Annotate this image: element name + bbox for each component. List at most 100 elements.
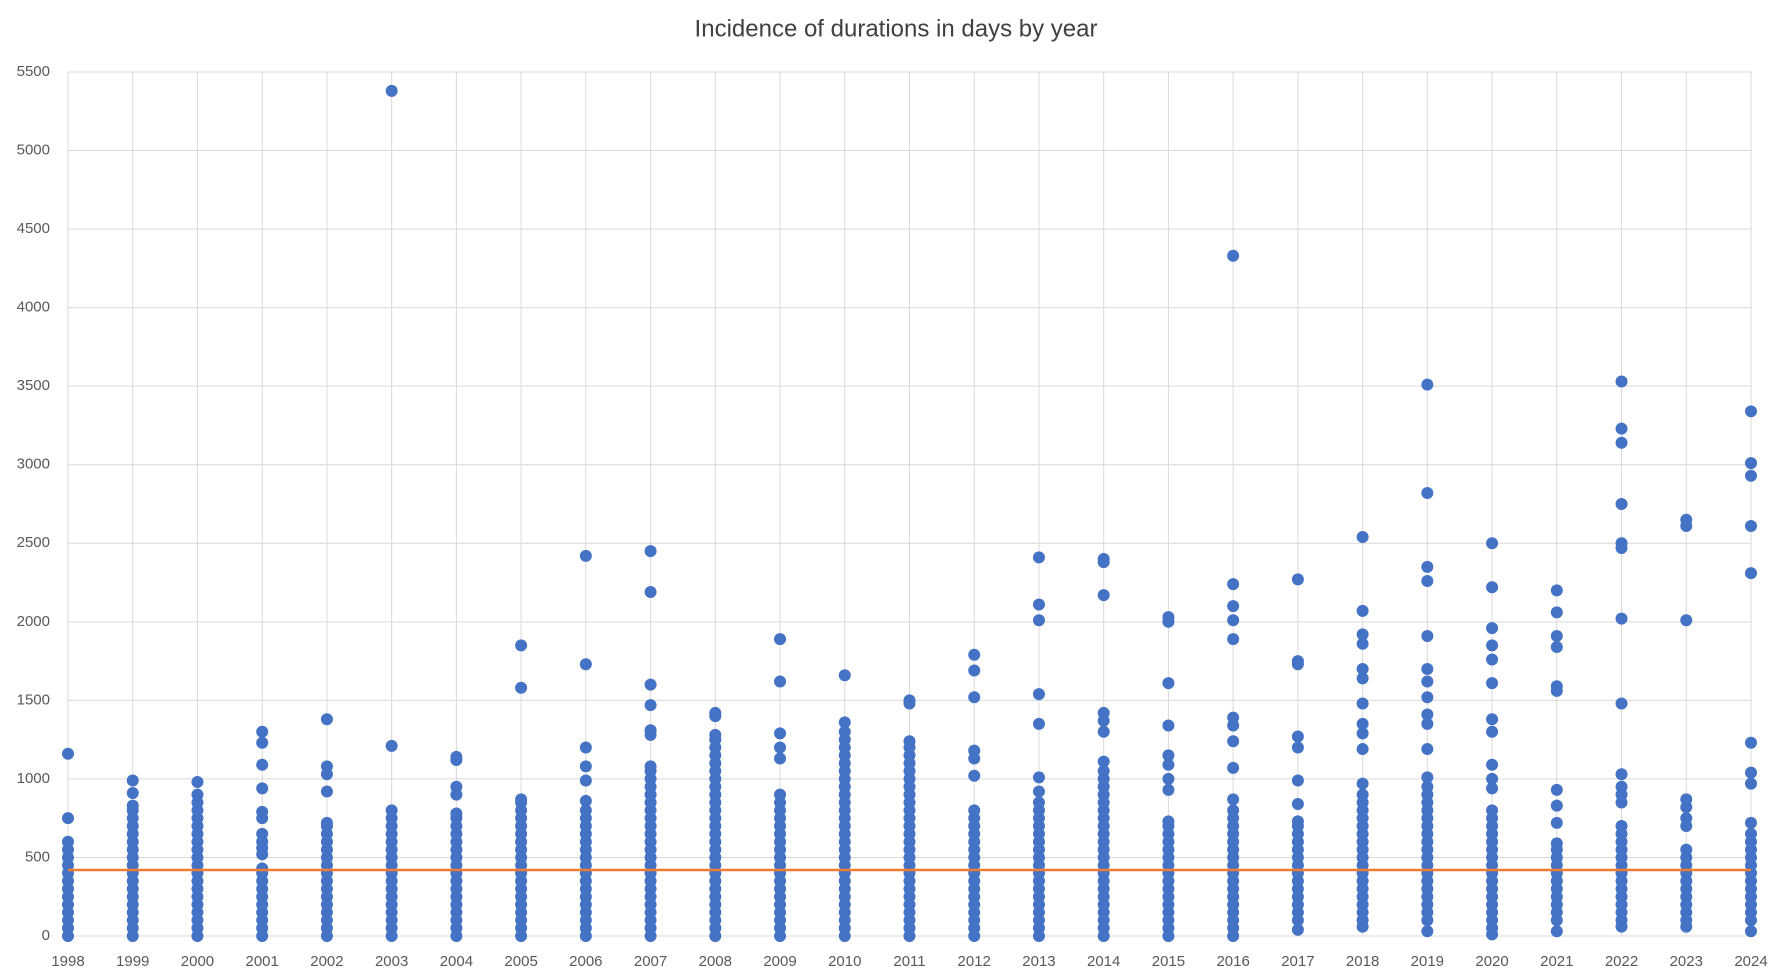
point [1421, 780, 1434, 793]
point [1615, 422, 1628, 435]
x-tick-label: 2011 [893, 953, 925, 970]
point [1421, 743, 1434, 756]
point [579, 658, 592, 671]
point [1032, 785, 1045, 798]
point [774, 741, 787, 754]
point [62, 747, 74, 760]
point [1486, 782, 1499, 795]
point [579, 794, 592, 807]
point [579, 774, 592, 787]
point [1356, 788, 1369, 801]
point [385, 84, 398, 97]
y-tick-label: 5000 [17, 142, 50, 159]
point [1421, 925, 1434, 938]
point [1550, 799, 1563, 812]
x-tick-label: 2024 [1734, 953, 1767, 970]
point [1227, 804, 1240, 817]
point [1421, 662, 1434, 675]
x-tick-label: 2001 [246, 953, 279, 970]
x-tick-label: 2017 [1281, 953, 1314, 970]
point [320, 760, 333, 773]
point [1680, 812, 1693, 825]
x-tick-label: 1998 [51, 953, 84, 970]
point [126, 799, 139, 812]
point [1356, 717, 1369, 730]
point [1745, 777, 1757, 790]
point [1745, 766, 1757, 779]
point [1421, 629, 1434, 642]
x-tick-label: 2007 [634, 953, 667, 970]
point [256, 862, 269, 875]
point [1550, 925, 1563, 938]
point [774, 633, 787, 646]
x-tick-label: 2022 [1605, 953, 1638, 970]
point [126, 787, 139, 800]
point [1745, 925, 1757, 938]
point [62, 812, 74, 825]
point [1227, 249, 1240, 262]
point [1421, 691, 1434, 704]
point [1550, 606, 1563, 619]
x-tick-label: 2008 [699, 953, 732, 970]
point [709, 706, 722, 719]
point [191, 776, 204, 789]
point [1421, 574, 1434, 587]
point [1421, 675, 1434, 688]
point [1615, 697, 1628, 710]
x-tick-label: 2005 [504, 953, 537, 970]
point [450, 750, 463, 763]
point [1550, 816, 1563, 829]
point [1615, 780, 1628, 793]
point [644, 545, 657, 558]
point [1356, 697, 1369, 710]
point [644, 699, 657, 712]
point [1032, 614, 1045, 627]
point [256, 805, 269, 818]
point [968, 664, 981, 677]
y-tick-label: 4000 [17, 299, 50, 316]
point [1097, 706, 1110, 719]
point [1097, 589, 1110, 602]
x-tick-label: 2013 [1022, 953, 1055, 970]
point [1356, 662, 1369, 675]
point [774, 727, 787, 740]
y-tick-label: 3500 [17, 377, 50, 394]
point [579, 741, 592, 754]
point [1227, 578, 1240, 591]
point [191, 788, 204, 801]
point [126, 774, 139, 787]
x-tick-label: 2003 [375, 953, 408, 970]
y-tick-label: 0 [42, 927, 50, 944]
point [1162, 677, 1175, 690]
point [1486, 537, 1499, 550]
y-tick-label: 1500 [17, 691, 50, 708]
point [1486, 653, 1499, 666]
point [1486, 725, 1499, 738]
x-tick-label: 2019 [1411, 953, 1444, 970]
point [1162, 783, 1175, 796]
point [1615, 498, 1628, 510]
point [1162, 758, 1175, 771]
point [320, 713, 333, 726]
point [838, 669, 851, 682]
y-tick-label: 1000 [17, 770, 50, 787]
point [1291, 815, 1304, 828]
point [1162, 749, 1175, 762]
point [515, 793, 528, 806]
point [1097, 755, 1110, 768]
point [1227, 614, 1240, 627]
point [1032, 688, 1045, 701]
point [1615, 820, 1628, 833]
x-tick-label: 2014 [1087, 953, 1120, 970]
point [1745, 736, 1757, 749]
point [1097, 765, 1110, 778]
point [1227, 600, 1240, 613]
point [320, 816, 333, 829]
point [579, 804, 592, 817]
point [256, 725, 269, 738]
point [1032, 796, 1045, 809]
point [1486, 581, 1499, 594]
point [1356, 628, 1369, 641]
point [1615, 768, 1628, 781]
point [256, 782, 269, 795]
